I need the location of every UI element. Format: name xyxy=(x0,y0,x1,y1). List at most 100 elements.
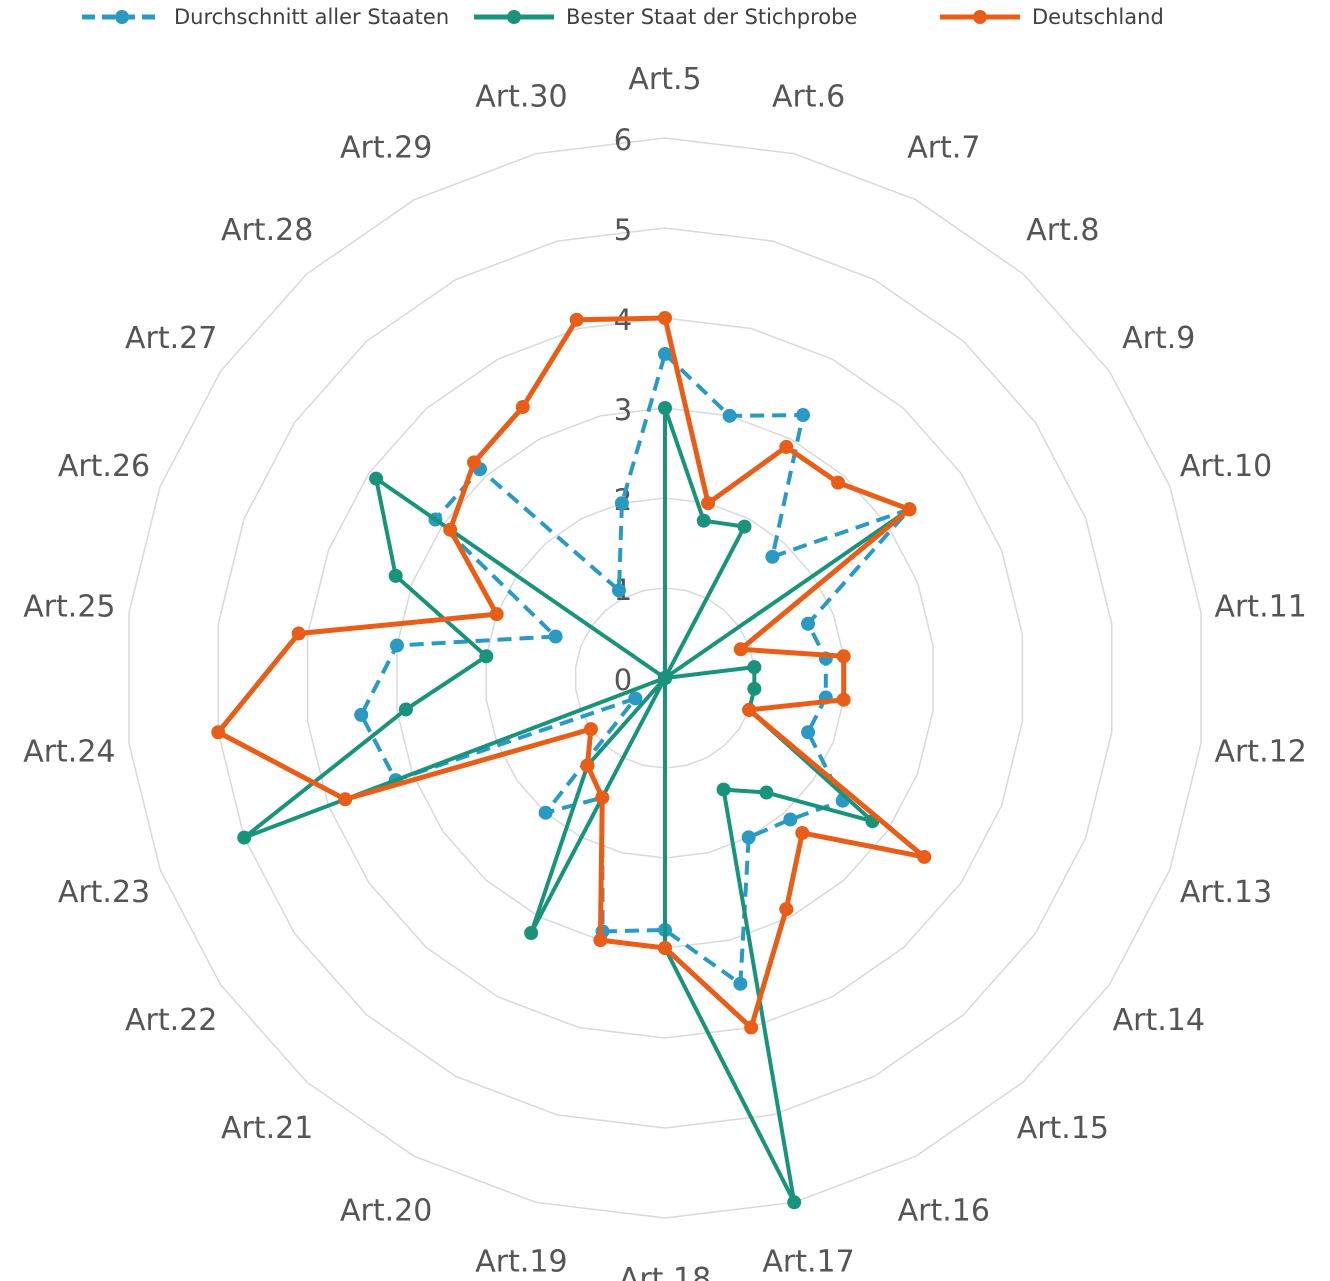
series-0-point-25 xyxy=(614,496,629,511)
series-1-point-7 xyxy=(747,681,762,696)
series-1-point-0 xyxy=(658,401,672,415)
series-1-point-6 xyxy=(747,660,762,675)
legend-label-best: Bester Staat der Stichprobe xyxy=(566,5,858,29)
series-1-point-11 xyxy=(716,782,731,797)
category-label-art19: Art.19 xyxy=(475,1245,567,1280)
series-1-point-20 xyxy=(479,649,494,664)
legend-marker-best xyxy=(474,10,554,24)
series-2-point-4 xyxy=(902,502,917,517)
series-1-point-10 xyxy=(759,785,774,800)
legend-marker-germany xyxy=(940,10,1020,24)
grid-ring-5 xyxy=(217,227,1113,1129)
series-1-point-2 xyxy=(737,519,752,534)
legend-item-germany: Deutschland xyxy=(938,2,1164,32)
grid-ring-6 xyxy=(128,137,1202,1219)
series-0-point-5 xyxy=(801,616,816,631)
series-2-point-8 xyxy=(742,702,757,717)
r-tick-label: 6 xyxy=(614,123,632,157)
category-label-art26: Art.26 xyxy=(58,449,150,484)
series-2-point-25 xyxy=(569,312,584,327)
category-label-art28: Art.28 xyxy=(221,213,313,248)
legend-item-best: Bester Staat der Stichprobe xyxy=(472,2,857,32)
category-label-art23: Art.23 xyxy=(58,875,150,910)
series-0-point-20 xyxy=(389,638,404,653)
category-label-art27: Art.27 xyxy=(125,321,217,356)
series-2-point-9 xyxy=(917,849,932,864)
legend: Durchschnitt aller Staaten Bester Staat … xyxy=(0,0,1330,36)
series-0-point-11 xyxy=(741,830,756,845)
category-label-art5: Art.5 xyxy=(628,62,701,97)
legend-item-average: Durchschnitt aller Staaten xyxy=(80,2,449,32)
series-2-point-6 xyxy=(836,649,851,664)
category-label-art21: Art.21 xyxy=(221,1111,313,1146)
category-label-art16: Art.16 xyxy=(898,1193,990,1228)
category-label-art30: Art.30 xyxy=(475,79,567,114)
category-label-art7: Art.7 xyxy=(907,131,980,166)
category-label-art10: Art.10 xyxy=(1180,449,1272,484)
series-0-point-19 xyxy=(354,707,369,722)
series-2-point-1 xyxy=(701,496,716,511)
category-label-art6: Art.6 xyxy=(772,79,845,114)
category-label-art25: Art.25 xyxy=(23,590,115,625)
series-1-point-18 xyxy=(237,830,252,845)
category-label-art8: Art.8 xyxy=(1026,213,1099,248)
category-label-art14: Art.14 xyxy=(1113,1003,1205,1038)
r-tick-label: 3 xyxy=(614,393,632,427)
category-label-art20: Art.20 xyxy=(340,1193,432,1228)
series-2-point-19 xyxy=(211,725,226,740)
category-label-art18: Art.18 xyxy=(619,1262,711,1281)
category-label-art9: Art.9 xyxy=(1122,321,1195,356)
series-0-point-3 xyxy=(765,549,780,564)
series-2-point-17 xyxy=(583,722,598,737)
series-2-point-5 xyxy=(733,642,748,657)
series-0-point-21 xyxy=(548,629,563,644)
series-2-point-12 xyxy=(744,1020,759,1035)
category-label-art12: Art.12 xyxy=(1214,734,1306,769)
series-2-point-16 xyxy=(580,758,595,773)
series-0-point-24 xyxy=(611,583,626,598)
category-label-art24: Art.24 xyxy=(23,734,115,769)
legend-label-average: Durchschnitt aller Staaten xyxy=(174,5,450,29)
category-label-art13: Art.13 xyxy=(1180,875,1272,910)
series-0-point-16 xyxy=(538,805,553,820)
series-2-point-22 xyxy=(443,522,458,537)
series-0-point-2 xyxy=(796,408,811,423)
series-2-point-0 xyxy=(658,311,672,325)
r-tick-label: 0 xyxy=(614,663,632,697)
category-label-art17: Art.17 xyxy=(762,1245,854,1280)
series-2-point-2 xyxy=(779,439,794,454)
series-0-point-17 xyxy=(628,691,643,706)
legend-marker-average xyxy=(82,10,162,24)
series-2-point-14 xyxy=(593,933,608,948)
series-2-point-7 xyxy=(836,692,851,707)
series-1-point-19 xyxy=(398,702,413,717)
category-label-art22: Art.22 xyxy=(125,1003,217,1038)
category-label-art29: Art.29 xyxy=(340,131,432,166)
series-1-point-12 xyxy=(787,1195,802,1210)
grid-ring-4 xyxy=(306,317,1024,1039)
series-2-point-15 xyxy=(595,790,610,805)
series-line-2 xyxy=(215,315,927,1031)
r-tick-label: 5 xyxy=(614,213,632,247)
series-2-point-13 xyxy=(658,941,672,955)
series-1-point-25 xyxy=(658,671,672,685)
series-2-point-3 xyxy=(831,475,846,490)
series-line-0 xyxy=(359,352,912,986)
series-2-point-20 xyxy=(291,626,306,641)
series-0-point-8 xyxy=(801,725,816,740)
series-2-point-18 xyxy=(338,792,353,807)
legend-label-germany: Deutschland xyxy=(1032,5,1164,29)
series-1-point-1 xyxy=(696,513,711,528)
series-0-point-0 xyxy=(658,347,672,361)
series-1-point-15 xyxy=(524,926,539,941)
series-1-point-22 xyxy=(369,471,384,486)
category-label-art11: Art.11 xyxy=(1214,590,1306,625)
series-2-point-24 xyxy=(515,400,530,415)
series-1-point-21 xyxy=(388,568,403,583)
series-0-point-10 xyxy=(783,812,798,827)
series-2-point-10 xyxy=(795,825,810,840)
series-0-point-12 xyxy=(733,976,748,991)
series-2-point-23 xyxy=(467,455,482,470)
